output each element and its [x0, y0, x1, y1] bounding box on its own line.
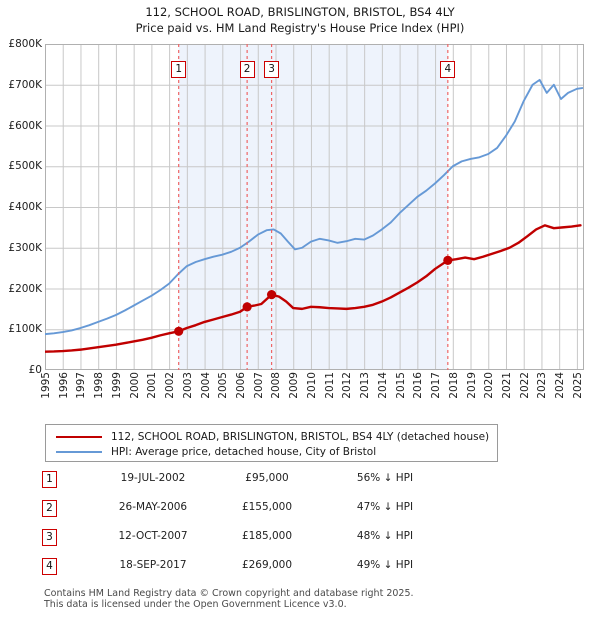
footer-line-1: Contains HM Land Registry data © Crown c…	[44, 588, 414, 599]
x-axis-tick-label: 2009	[288, 372, 301, 399]
x-axis-tick-label: 2000	[128, 372, 141, 399]
title-line-1: 112, SCHOOL ROAD, BRISLINGTON, BRISTOL, …	[145, 5, 455, 19]
footer-attribution: Contains HM Land Registry data © Crown c…	[44, 588, 584, 610]
chart-marker-callout[interactable]: 1	[171, 61, 187, 78]
table-row: 4 18-SEP-2017 £269,000 49% ↓ HPI	[42, 557, 472, 586]
transaction-index-badge: 1	[42, 471, 57, 488]
x-axis-tick-label: 2025	[571, 372, 584, 399]
y-axis-tick-label: £0	[28, 364, 42, 376]
x-axis-tick-label: 2004	[199, 372, 212, 399]
y-axis-tick-label: £500K	[8, 160, 42, 173]
transaction-hpi-delta: 49% ↓ HPI	[356, 559, 414, 571]
series-line-property-price	[45, 224, 582, 353]
x-axis-tick-label: 1995	[40, 372, 52, 399]
y-axis-tick-label: £200K	[8, 282, 42, 295]
x-axis-tick-label: 2006	[235, 372, 248, 399]
transaction-hpi-delta: 47% ↓ HPI	[356, 501, 414, 513]
page-title: 112, SCHOOL ROAD, BRISLINGTON, BRISTOL, …	[0, 4, 600, 36]
y-axis-tick-label: £100K	[8, 323, 42, 336]
transactions-table: 1 19-JUL-2002 £95,000 56% ↓ HPI 2 26-MAY…	[42, 470, 472, 586]
transaction-date: 19-JUL-2002	[120, 472, 186, 484]
chart-plot-area	[45, 44, 584, 370]
x-axis-tick-label: 2024	[554, 372, 567, 399]
series-line-hpi	[45, 78, 584, 336]
x-axis-tick-label: 2017	[430, 372, 443, 399]
transaction-price: £185,000	[241, 530, 293, 542]
chart-marker-callout[interactable]: 4	[440, 61, 456, 78]
transaction-price: £155,000	[241, 501, 293, 513]
x-axis-tick-label: 2023	[536, 372, 549, 399]
transaction-date: 26-MAY-2006	[118, 501, 188, 513]
legend-item-hpi: HPI: Average price, detached house, City…	[46, 444, 497, 459]
x-axis-tick-label: 2003	[181, 372, 194, 399]
legend-swatch-property	[56, 435, 102, 438]
x-axis-tick-label: 2014	[376, 372, 389, 399]
x-axis-tick-label: 2002	[164, 372, 177, 399]
transaction-index-badge: 4	[42, 558, 57, 575]
transaction-price: £269,000	[241, 559, 293, 571]
x-axis-tick-label: 1996	[57, 372, 70, 399]
x-axis-tick-label: 2007	[252, 372, 265, 399]
chart-legend: 112, SCHOOL ROAD, BRISLINGTON, BRISTOL, …	[45, 424, 498, 462]
transaction-price: £95,000	[245, 472, 289, 484]
y-axis-tick-label: £300K	[8, 241, 42, 254]
legend-label-hpi: HPI: Average price, detached house, City…	[111, 445, 377, 458]
transaction-date: 18-SEP-2017	[119, 559, 187, 571]
x-axis-tick-label: 2001	[146, 372, 159, 399]
x-axis-tick-label: 2018	[447, 372, 460, 399]
price-history-line-chart	[45, 44, 584, 370]
transaction-hpi-delta: 48% ↓ HPI	[356, 530, 414, 542]
title-line-2: Price paid vs. HM Land Registry's House …	[135, 21, 465, 35]
legend-item-property: 112, SCHOOL ROAD, BRISLINGTON, BRISTOL, …	[46, 429, 497, 444]
chart-marker-callout[interactable]: 3	[264, 61, 280, 78]
transaction-index-badge: 3	[42, 529, 57, 546]
transaction-point-marker[interactable]	[242, 302, 252, 312]
transaction-index-badge: 2	[42, 500, 57, 517]
x-axis-tick-label: 2010	[305, 372, 318, 399]
x-axis-tick-label: 2022	[518, 372, 531, 399]
x-axis-tick-label: 2020	[483, 372, 496, 399]
table-row: 1 19-JUL-2002 £95,000 56% ↓ HPI	[42, 470, 472, 499]
x-axis-tick-label: 1997	[75, 372, 88, 399]
legend-label-property: 112, SCHOOL ROAD, BRISLINGTON, BRISTOL, …	[111, 430, 490, 443]
y-axis-tick-label: £700K	[8, 78, 42, 91]
x-axis-tick-label: 2021	[500, 372, 513, 399]
transaction-date: 12-OCT-2007	[118, 530, 188, 542]
x-axis: 1995 1996 1997 1998 1999 2000 2001 2002 2003 2004…	[40, 372, 584, 418]
x-axis-tick-label: 1998	[93, 372, 106, 399]
table-row: 2 26-MAY-2006 £155,000 47% ↓ HPI	[42, 499, 472, 528]
x-axis-tick-label: 2015	[394, 372, 407, 399]
table-row: 3 12-OCT-2007 £185,000 48% ↓ HPI	[42, 528, 472, 557]
x-axis-tick-label: 2011	[323, 372, 336, 399]
transaction-point-marker[interactable]	[266, 290, 277, 300]
x-axis-tick-label: 2013	[359, 372, 372, 399]
x-axis-tick-label: 2005	[217, 372, 230, 399]
x-axis-tick-label: 2019	[465, 372, 478, 399]
y-axis-tick-label: £400K	[8, 201, 42, 213]
x-axis-tick-label: 2016	[412, 372, 425, 399]
x-axis-tick-label: 2012	[341, 372, 354, 399]
transaction-hpi-delta: 56% ↓ HPI	[356, 472, 414, 484]
y-axis-tick-label: £600K	[8, 119, 42, 132]
y-axis: £0 £100K £200K £300K £400K £500K £600K £700K £80…	[0, 38, 45, 376]
transaction-point-marker[interactable]	[174, 326, 184, 336]
x-axis-tick-label: 2008	[270, 372, 283, 399]
x-axis-tick-label: 1999	[110, 372, 123, 399]
legend-swatch-hpi	[56, 450, 102, 453]
chart-marker-callout[interactable]: 2	[239, 61, 255, 78]
y-axis-tick-label: £800K	[8, 38, 42, 50]
transaction-point-marker[interactable]	[443, 255, 453, 265]
footer-line-2: This data is licensed under the Open Gov…	[44, 599, 347, 610]
